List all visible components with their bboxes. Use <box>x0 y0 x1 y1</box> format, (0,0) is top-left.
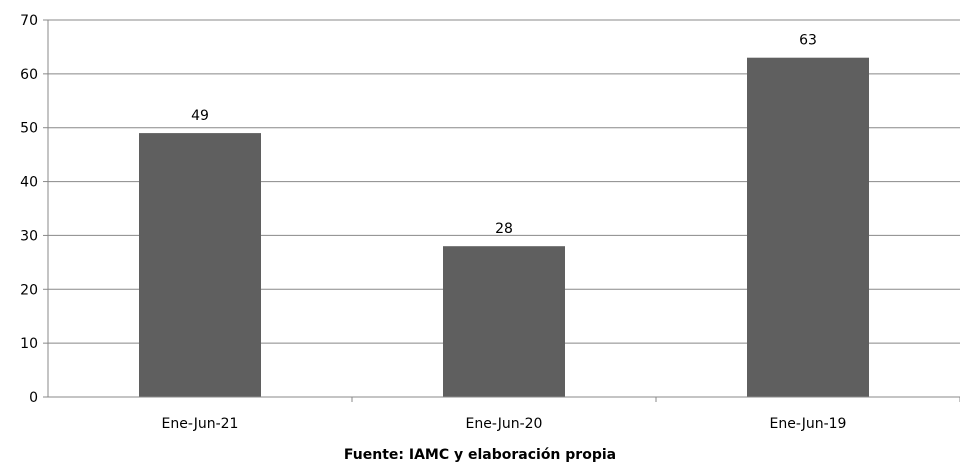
x-tick-label: Ene-Jun-19 <box>770 416 847 432</box>
y-tick-label: 30 <box>20 228 38 244</box>
data-labels: 49 28 63 <box>191 33 817 237</box>
data-label: 63 <box>799 33 817 49</box>
bar <box>139 133 261 397</box>
y-tick-label: 10 <box>20 336 38 352</box>
x-tick-labels: Ene-Jun-21 Ene-Jun-20 Ene-Jun-19 <box>162 416 847 432</box>
x-tick-label: Ene-Jun-21 <box>162 416 239 432</box>
bars <box>139 57 960 402</box>
y-tick-labels: 0 10 20 30 40 50 60 70 <box>20 13 38 406</box>
y-tick-label: 70 <box>20 13 38 29</box>
bar <box>443 246 565 397</box>
y-tick-label: 0 <box>29 390 38 406</box>
bar <box>747 57 869 397</box>
source-note: Fuente: IAMC y elaboración propia <box>344 447 616 463</box>
y-tick-label: 60 <box>20 67 38 83</box>
data-label: 49 <box>191 108 209 124</box>
y-tick-label: 20 <box>20 282 38 298</box>
axes <box>47 20 960 398</box>
y-tick-label: 50 <box>20 121 38 137</box>
x-tick-label: Ene-Jun-20 <box>466 416 543 432</box>
data-label: 28 <box>495 221 513 237</box>
y-tick-label: 40 <box>20 175 38 191</box>
